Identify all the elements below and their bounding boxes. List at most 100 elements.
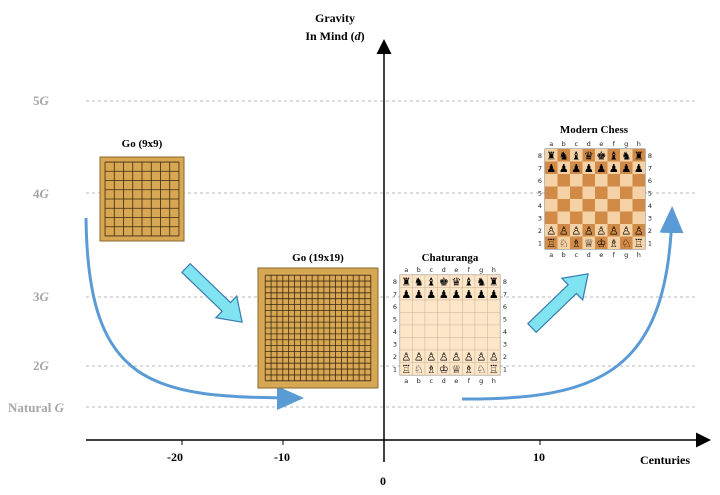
chess-piece: ♟ [571,162,581,175]
board-square [462,299,476,313]
board-square [449,324,463,338]
rank-label: 6 [538,177,542,185]
chess-piece: ♝ [609,149,619,162]
x-axis-title: Centuries [640,453,690,467]
board-square [412,312,426,326]
chess-piece: ♙ [634,224,644,237]
chess-piece: ♚ [439,275,449,288]
board-square [545,199,558,212]
file-label: g [624,140,628,148]
rank-label: 2 [648,227,652,235]
board-square [620,224,633,237]
file-label: d [442,266,446,274]
chess-piece: ♙ [621,224,631,237]
file-label: e [599,140,603,148]
board-square [462,312,476,326]
board-square [487,362,501,376]
file-label: g [479,377,483,385]
chess-piece: ♟ [439,288,449,301]
rank-label: 1 [538,239,542,247]
rank-label: 7 [538,164,542,172]
board-square [462,324,476,338]
chess-piece: ♟ [634,162,644,175]
board-square [570,186,583,199]
board-square [412,324,426,338]
rank-label: 3 [538,214,542,222]
chess-piece: ♟ [464,288,474,301]
board-square [570,161,583,174]
right-rise-curve [461,206,684,401]
chess-piece: ♟ [426,288,436,301]
chess-piece: ♗ [464,363,474,376]
file-label: d [587,251,591,259]
x-tick-label: -20 [167,450,183,464]
chess-piece: ♛ [584,149,594,162]
rank-label: 8 [648,152,652,160]
chess-piece: ♗ [571,237,581,250]
board-square [620,149,633,162]
file-label: b [562,140,566,148]
board-square [595,161,608,174]
board-square [557,186,570,199]
chess-piece: ♙ [414,350,424,363]
board-square [437,337,451,351]
board-square [437,312,451,326]
chess-piece: ♟ [489,288,499,301]
board-square [632,199,645,212]
board-square [607,224,620,237]
board-square [570,236,583,249]
file-label: e [454,266,458,274]
board-square [487,337,501,351]
file-label: c [429,377,433,385]
chess-piece: ♚ [596,149,606,162]
rank-label: 6 [503,303,507,311]
chess-piece: ♙ [596,224,606,237]
board-square [607,186,620,199]
rank-label: 2 [503,353,507,361]
rank-label: 6 [393,303,397,311]
board-square [620,174,633,187]
rank-label: 4 [538,202,542,210]
board-square [632,161,645,174]
board-square [607,199,620,212]
chess-piece: ♖ [546,237,556,250]
rank-label: 6 [648,177,652,185]
rank-label: 1 [393,365,397,373]
chess-piece: ♜ [634,149,644,162]
chess-piece: ♟ [476,288,486,301]
rank-label: 8 [538,152,542,160]
board-square [545,211,558,224]
board-square [632,149,645,162]
chess-piece: ♖ [401,363,411,376]
chess-piece: ♙ [489,350,499,363]
board-square [437,324,451,338]
file-label: d [587,140,591,148]
chess-piece: ♖ [634,237,644,250]
chess-piece: ♙ [451,350,461,363]
go19-title: Go (19x19) [292,252,344,264]
file-label: h [492,377,496,385]
board-square [632,186,645,199]
chess-piece: ♞ [621,149,631,162]
file-label: e [599,251,603,259]
go-9x9-board [99,156,185,242]
board-square [412,337,426,351]
file-label: a [549,140,553,148]
board-square [607,211,620,224]
board-square [399,337,413,351]
chess-piece: ♟ [546,162,556,175]
y-axis-title: Gravity In Mind (d) [305,11,365,43]
file-label: f [613,251,616,259]
file-label: h [637,251,641,259]
board-square [620,161,633,174]
go-to-go19-arrow [180,262,243,323]
board-square [620,211,633,224]
board-square [570,174,583,187]
chess-piece: ♜ [489,275,499,288]
chess-piece: ♝ [571,149,581,162]
board-square [607,149,620,162]
chess-piece: ♗ [426,363,436,376]
chess-piece: ♙ [584,224,594,237]
board-square [632,211,645,224]
